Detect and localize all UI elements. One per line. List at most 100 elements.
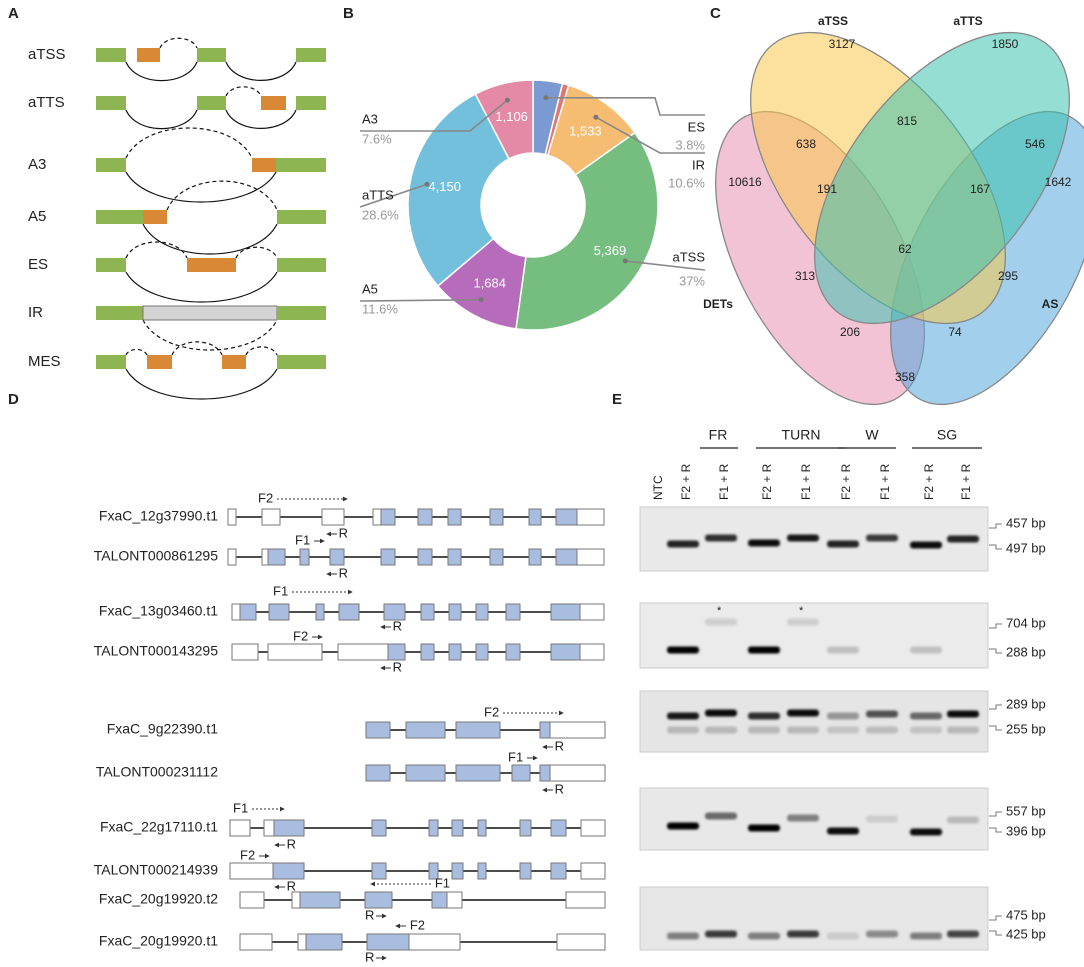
gel-band	[705, 709, 737, 717]
gel-band	[748, 726, 780, 734]
percent-label: 11.6%	[362, 301, 398, 316]
band-arrow	[989, 827, 1002, 833]
gel-band	[787, 726, 819, 734]
splice-arc	[245, 346, 278, 356]
exon	[550, 603, 581, 621]
event-label: IR	[28, 304, 43, 321]
gel-band	[827, 827, 859, 835]
region-count: 191	[817, 182, 837, 196]
exon	[387, 643, 406, 661]
gel-band	[947, 726, 979, 734]
exon	[420, 643, 435, 661]
splice-arc	[125, 271, 278, 303]
leader-line	[545, 96, 705, 116]
exon	[519, 862, 532, 880]
exon	[489, 548, 504, 566]
primer-label: F2	[410, 917, 425, 932]
gel-band	[827, 726, 859, 734]
transcript-name: FxaC_12g37990.t1	[99, 508, 218, 524]
region-count: 167	[970, 182, 990, 196]
exon	[549, 721, 606, 739]
splice-arc	[171, 341, 223, 356]
primer-label: F1	[508, 749, 523, 764]
exon	[267, 643, 323, 661]
exon	[268, 603, 290, 621]
exon	[267, 548, 286, 566]
gel-band	[787, 709, 819, 717]
exon	[576, 548, 605, 566]
band-size-label: 557 bp	[1006, 803, 1046, 818]
lane-label: F2 + R	[679, 463, 693, 500]
percent-label: 37%	[679, 273, 705, 288]
splice-arc	[125, 348, 148, 356]
exon	[277, 210, 326, 224]
gel-band	[866, 815, 898, 823]
exon	[477, 862, 487, 880]
gel-band	[947, 930, 979, 938]
exon	[447, 508, 462, 526]
set-label: aTTS	[953, 14, 982, 28]
exon	[431, 891, 448, 909]
primer-label: F1	[233, 800, 248, 815]
gel-band	[947, 535, 979, 543]
exon	[383, 603, 406, 621]
exon	[528, 508, 542, 526]
gel-band	[667, 540, 699, 548]
category-label: aTSS	[672, 249, 705, 264]
exon	[96, 158, 126, 172]
leader-line	[360, 99, 508, 132]
gel-band	[827, 646, 859, 654]
transcript-name: TALONT000231112	[96, 764, 218, 780]
primer-label: F2	[484, 704, 499, 719]
exon	[276, 158, 326, 172]
gel-band	[787, 930, 819, 938]
primer-label: F1	[295, 532, 310, 547]
gel-image	[639, 690, 989, 753]
band-size-label: 457 bp	[1006, 515, 1046, 530]
splice-arc	[166, 180, 278, 211]
exon	[489, 508, 504, 526]
leader-dot	[622, 258, 628, 264]
gel-band	[827, 932, 859, 940]
gel-band	[910, 712, 942, 720]
exon	[291, 891, 301, 909]
splice-arc	[125, 241, 188, 259]
lane-label: F1 + R	[799, 463, 813, 500]
exon	[448, 643, 462, 661]
exon	[550, 819, 567, 837]
primer-label: R	[339, 565, 348, 580]
lane-label: F2 + R	[922, 463, 936, 500]
band-arrow	[989, 648, 1002, 654]
gel-band	[910, 646, 942, 654]
primer-label: R	[393, 659, 402, 674]
splice-arc	[125, 368, 278, 400]
gel-band	[748, 824, 780, 832]
splice-arc	[225, 109, 297, 129]
set-label: DETs	[703, 297, 733, 311]
value-label: 1,684	[473, 275, 506, 290]
gel-band	[827, 712, 859, 720]
gel-band	[748, 932, 780, 940]
band-size-label: 255 bp	[1006, 721, 1046, 736]
primer-label: F2	[293, 628, 308, 643]
gel-band	[787, 534, 819, 542]
exon	[417, 508, 433, 526]
exon	[239, 891, 265, 909]
gel-band	[705, 930, 737, 938]
venn-set	[814, 31, 1070, 325]
exon	[261, 96, 286, 110]
exon	[261, 508, 281, 526]
exon	[555, 508, 578, 526]
exon	[364, 891, 393, 909]
exon	[96, 48, 126, 62]
panel-label: B	[343, 5, 354, 22]
splice-arc	[125, 127, 253, 159]
exon	[239, 933, 273, 951]
exon	[519, 819, 532, 837]
exon	[329, 548, 345, 566]
region-count: 1642	[1045, 175, 1072, 189]
exon	[197, 48, 226, 62]
category-label: IR	[692, 157, 705, 172]
group-label: SG	[937, 427, 957, 443]
